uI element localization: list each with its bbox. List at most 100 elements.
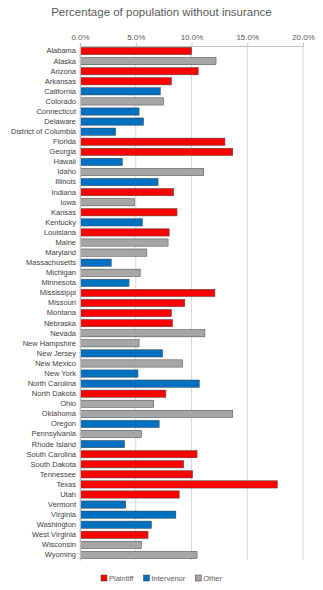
y-tick-label: Ohio: [60, 399, 76, 408]
y-tick: Virginia: [51, 510, 80, 519]
y-tick: Delaware: [44, 117, 80, 126]
y-tick-label: Mississippi: [40, 288, 77, 297]
grid-line: [80, 46, 81, 560]
bar: [80, 471, 193, 478]
y-tick: Nebraska: [44, 319, 80, 328]
bar: [80, 541, 141, 548]
bar: [80, 209, 177, 216]
y-tick: Tennessee: [40, 470, 80, 479]
x-tick: 10.0%: [181, 33, 204, 46]
y-tick: Hawaii: [53, 157, 80, 166]
bar: [80, 410, 233, 417]
bar: [80, 430, 141, 437]
y-tick-label: Rhode Island: [32, 439, 76, 448]
bar: [80, 118, 144, 125]
bar: [80, 380, 199, 387]
y-tick-label: New York: [44, 369, 76, 378]
x-tick-mark: [192, 43, 193, 46]
y-tick: North Dakota: [32, 389, 80, 398]
y-tick-label: Connecticut: [36, 107, 77, 116]
y-tick-label: Maine: [56, 238, 76, 247]
legend-swatch: [195, 575, 201, 581]
x-tick-label: 5.0%: [127, 33, 145, 42]
bar: [80, 481, 277, 488]
y-tick-label: Alabama: [46, 46, 76, 55]
bar: [80, 178, 158, 185]
y-tick-label: Nevada: [50, 329, 77, 338]
legend-label: Plaintiff: [109, 574, 134, 583]
y-tick-label: Hawaii: [53, 157, 76, 166]
y-tick-label: Illinois: [55, 177, 76, 186]
y-tick-label: Texas: [56, 480, 76, 489]
y-tick: Idaho: [57, 167, 80, 176]
bar: [80, 279, 129, 286]
bar: [80, 521, 151, 528]
bar: [80, 98, 164, 105]
background: [0, 0, 323, 590]
y-tick: Oregon: [51, 419, 80, 428]
y-tick-label: South Dakota: [31, 460, 77, 469]
x-tick-label: 20.0%: [292, 33, 315, 42]
x-axis: 0.0%5.0%10.0%15.0%20.0%: [71, 33, 314, 47]
bars: [80, 47, 277, 558]
y-tick: Arkansas: [45, 77, 80, 86]
y-tick: Pennsylvania: [31, 429, 80, 438]
y-tick: Minnesota: [41, 278, 80, 287]
bar: [80, 320, 173, 327]
y-tick: District of Columbia: [11, 127, 80, 136]
bar: [80, 88, 160, 95]
y-tick-label: Indiana: [51, 188, 76, 197]
x-tick-label: 15.0%: [236, 33, 259, 42]
legend-item: Other: [195, 574, 222, 583]
y-tick: New Hampshire: [23, 339, 80, 348]
y-tick-label: California: [44, 87, 77, 96]
y-tick-label: District of Columbia: [11, 127, 77, 136]
y-tick: South Carolina: [26, 450, 80, 459]
y-tick: Kentucky: [45, 218, 80, 227]
y-tick: Connecticut: [36, 107, 80, 116]
bar: [80, 168, 204, 175]
y-tick-label: Florida: [53, 137, 77, 146]
bar: [80, 219, 142, 226]
y-tick: Florida: [53, 137, 80, 146]
bar: [80, 128, 116, 135]
bar: [80, 57, 216, 64]
legend-label: Other: [203, 574, 222, 583]
y-tick: Montana: [47, 308, 80, 317]
legend-label: Intervenor: [151, 574, 185, 583]
bar: [80, 451, 197, 458]
y-tick: Wisconsin: [42, 540, 80, 549]
x-tick-mark: [136, 43, 137, 46]
y-tick: Illinois: [55, 177, 80, 186]
bar: [80, 340, 139, 347]
bar: [80, 370, 138, 377]
y-tick: Wyoming: [45, 550, 80, 559]
y-tick-label: South Carolina: [26, 450, 76, 459]
bar: [80, 68, 198, 75]
bar: [80, 148, 233, 155]
x-tick: 5.0%: [127, 33, 145, 46]
bar: [80, 360, 183, 367]
y-tick-label: Oregon: [51, 419, 76, 428]
y-tick: Oklahoma: [42, 409, 80, 418]
bar: [80, 461, 184, 468]
y-tick-label: Kansas: [51, 208, 76, 217]
x-tick-mark: [303, 43, 304, 46]
y-tick: New Mexico: [35, 359, 80, 368]
bar: [80, 400, 154, 407]
y-tick-label: Tennessee: [40, 470, 76, 479]
y-tick: Louisiana: [44, 228, 80, 237]
y-tick: Alabama: [46, 46, 80, 55]
y-tick-label: Washington: [37, 520, 76, 529]
y-tick-label: Colorado: [46, 97, 76, 106]
y-tick-label: Iowa: [60, 198, 77, 207]
y-tick: Washington: [37, 520, 80, 529]
y-tick-label: Oklahoma: [42, 409, 77, 418]
chart: Percentage of population without insuran…: [0, 0, 323, 590]
y-tick: Massachusetts: [26, 258, 80, 267]
x-tick: 15.0%: [236, 33, 259, 46]
bar: [80, 199, 135, 206]
bar: [80, 259, 111, 266]
y-tick-label: Missouri: [48, 298, 76, 307]
y-tick: West Virginia: [32, 530, 80, 539]
